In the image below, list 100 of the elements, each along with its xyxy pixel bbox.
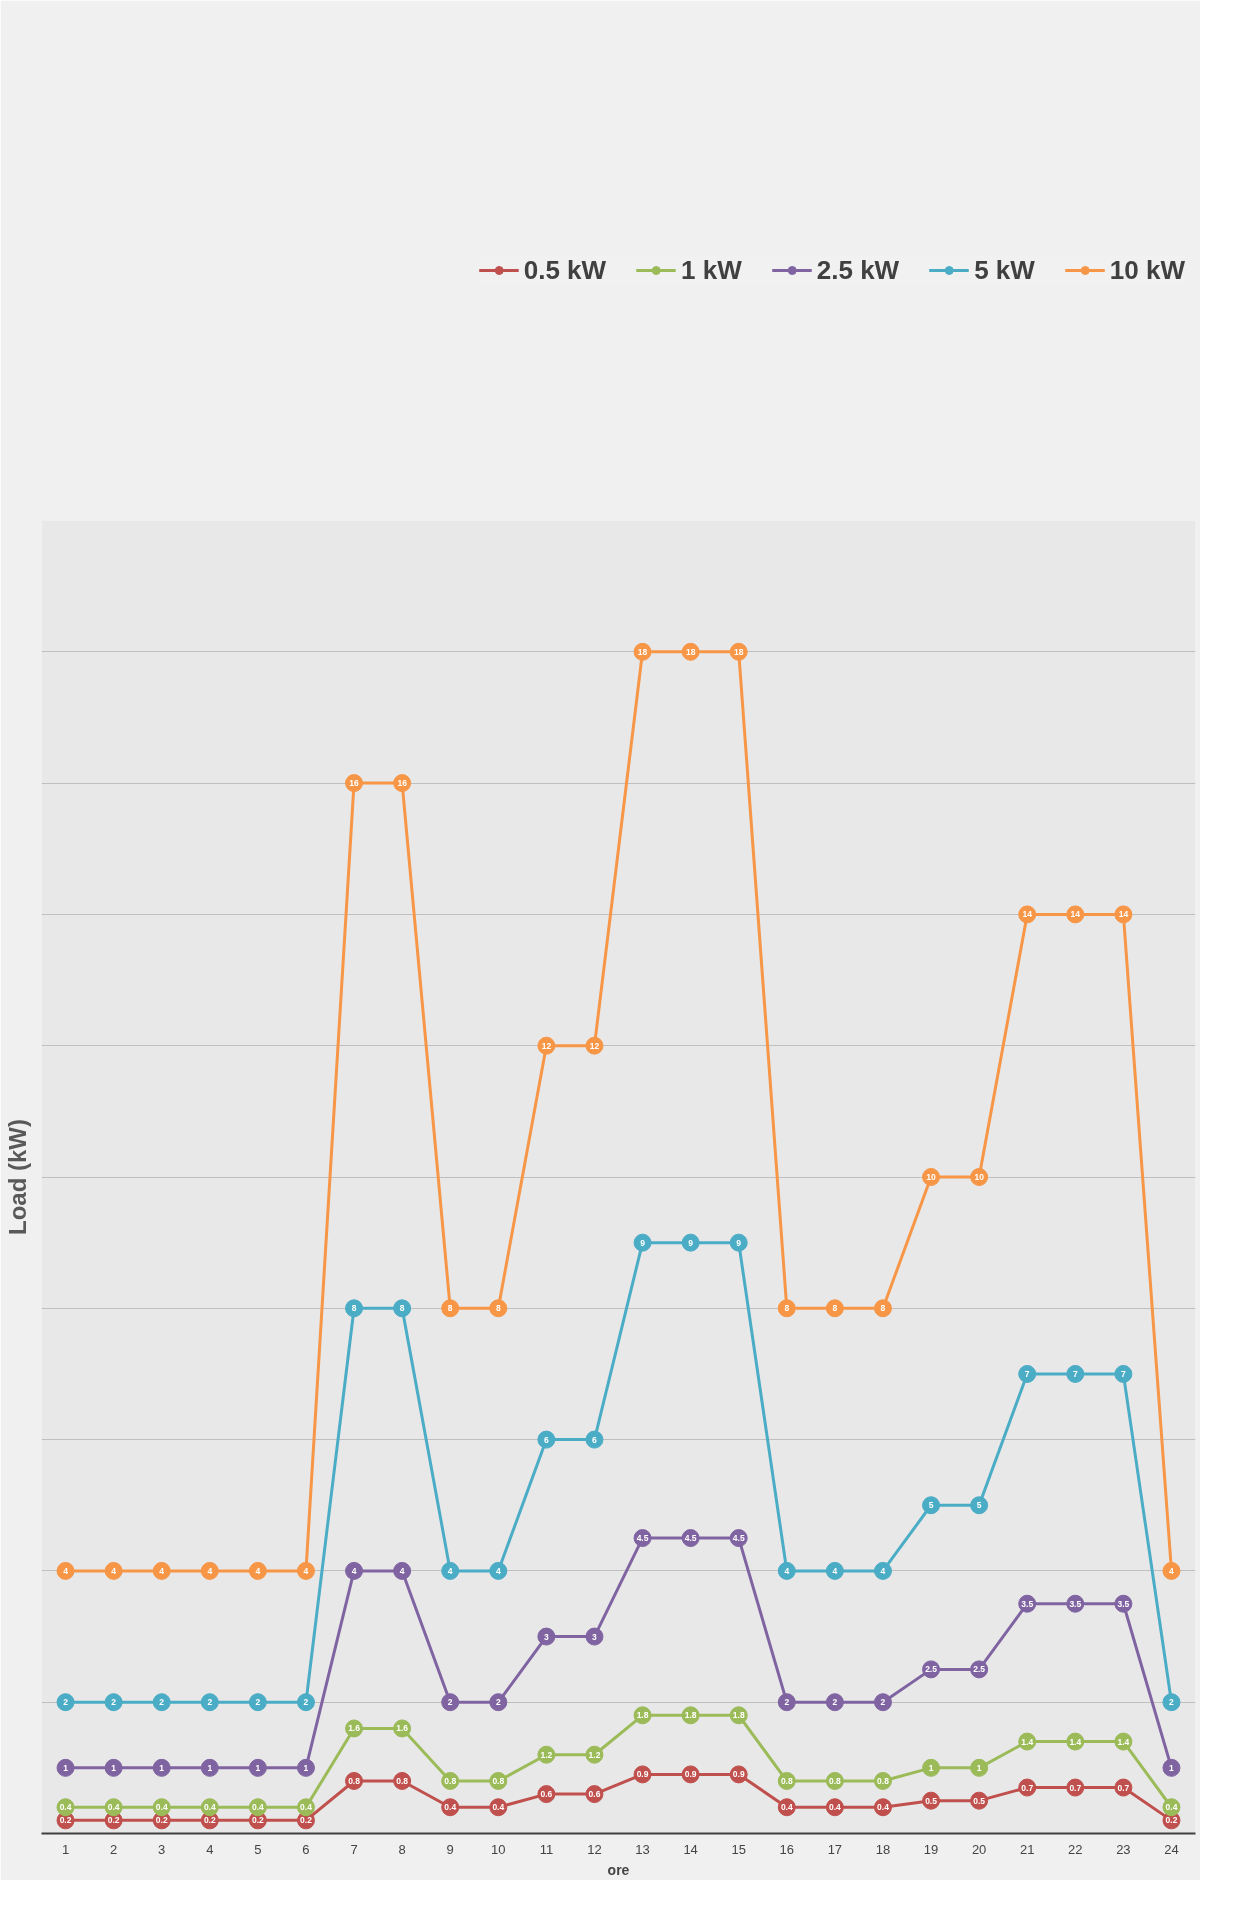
- data-label: 0.2: [107, 1815, 120, 1826]
- point: [104, 1758, 123, 1777]
- point: [56, 1758, 75, 1777]
- data-label: 9: [688, 1237, 694, 1248]
- data-label: 0.8: [396, 1775, 409, 1786]
- data-label: 8: [351, 1303, 357, 1314]
- point: [248, 1561, 267, 1580]
- data-label: 4: [399, 1565, 405, 1576]
- data-label: 1.6: [348, 1723, 361, 1734]
- x-tick-label: 2: [110, 1841, 118, 1857]
- data-label: 0.8: [828, 1775, 842, 1786]
- data-label: 18: [685, 646, 696, 657]
- data-label: 5: [928, 1500, 934, 1511]
- x-tick-label: 18: [875, 1841, 891, 1857]
- data-label: 4: [207, 1565, 213, 1576]
- data-label: 0.9: [636, 1769, 649, 1780]
- data-label: 2: [255, 1697, 261, 1708]
- data-label: 0.4: [828, 1802, 842, 1813]
- x-tick-label: 24: [1164, 1841, 1179, 1857]
- data-label: 2.5: [973, 1664, 986, 1675]
- x-tick-label: 19: [923, 1841, 939, 1857]
- data-label: 8: [832, 1303, 838, 1314]
- point: [585, 1430, 604, 1449]
- data-label: 18: [637, 646, 648, 657]
- point: [825, 1561, 844, 1580]
- data-label: 2.5: [925, 1664, 938, 1675]
- data-label: 2: [447, 1697, 453, 1708]
- x-tick-label: 11: [539, 1841, 554, 1857]
- data-label: 2: [207, 1697, 213, 1708]
- data-label: 4: [1169, 1565, 1175, 1576]
- data-label: 0.2: [1165, 1815, 1178, 1826]
- data-label: 9: [736, 1237, 742, 1248]
- point: [489, 1693, 508, 1712]
- data-label: 3: [544, 1631, 550, 1642]
- legend-label: 10 kW: [1109, 254, 1185, 286]
- x-tick-label: 7: [350, 1841, 358, 1857]
- point: [1114, 1364, 1133, 1383]
- y-axis-title: Load (kW): [3, 1119, 31, 1235]
- data-label: 1.2: [540, 1749, 553, 1760]
- data-label: 3.5: [1021, 1598, 1034, 1609]
- data-label: 0.2: [203, 1815, 216, 1826]
- x-tick-label: 4: [206, 1841, 214, 1857]
- data-label: 4: [832, 1565, 838, 1576]
- point: [1162, 1758, 1181, 1777]
- data-label: 0.4: [300, 1802, 313, 1813]
- point: [489, 1299, 508, 1318]
- data-label: 4: [255, 1565, 261, 1576]
- data-label: 1: [255, 1762, 261, 1773]
- point: [873, 1693, 892, 1712]
- data-label: 4: [495, 1565, 501, 1576]
- data-label: 2: [1169, 1697, 1175, 1708]
- data-label: 16: [349, 778, 360, 789]
- data-label: 8: [447, 1303, 453, 1314]
- point: [777, 1299, 796, 1318]
- data-label: 0.4: [203, 1802, 216, 1813]
- data-label: 2: [495, 1697, 501, 1708]
- x-tick-label: 8: [398, 1841, 406, 1857]
- data-label: 4.5: [684, 1533, 697, 1544]
- data-label: 0.8: [348, 1775, 361, 1786]
- data-label: 7: [1072, 1368, 1078, 1379]
- data-label: 0.5: [973, 1795, 986, 1806]
- data-label: 3: [592, 1631, 598, 1642]
- data-label: 4: [159, 1565, 165, 1576]
- point: [441, 1693, 460, 1712]
- data-label: 0.2: [300, 1815, 313, 1826]
- x-tick-label: 16: [779, 1841, 795, 1857]
- data-label: 0.4: [1165, 1802, 1178, 1813]
- data-label: 0.6: [540, 1789, 553, 1800]
- point: [296, 1561, 315, 1580]
- x-tick-label: 21: [1019, 1841, 1035, 1857]
- x-tick-label: 12: [587, 1841, 602, 1857]
- point: [825, 1299, 844, 1318]
- point: [537, 1627, 556, 1646]
- data-label: 4: [880, 1565, 886, 1576]
- data-label: 1: [976, 1762, 982, 1773]
- data-label: 6: [544, 1434, 550, 1445]
- data-label: 2: [784, 1697, 790, 1708]
- data-label: 4: [303, 1565, 309, 1576]
- x-tick-label: 5: [254, 1841, 262, 1857]
- data-label: 0.7: [1117, 1782, 1130, 1793]
- data-label: 0.8: [877, 1775, 890, 1786]
- data-label: 4: [351, 1565, 357, 1576]
- point: [777, 1693, 796, 1712]
- data-label: 4.5: [636, 1533, 649, 1544]
- data-label: 1.8: [684, 1710, 697, 1721]
- x-tick-label: 23: [1116, 1841, 1131, 1857]
- x-tick-label: 3: [158, 1841, 166, 1857]
- data-label: 12: [589, 1040, 600, 1051]
- x-tick-label: 10: [491, 1841, 506, 1857]
- data-label: 14: [1022, 909, 1033, 920]
- data-label: 2: [880, 1697, 886, 1708]
- point: [152, 1693, 171, 1712]
- data-label: 2: [111, 1697, 117, 1708]
- data-label: 1: [928, 1762, 934, 1773]
- point: [489, 1561, 508, 1580]
- point: [345, 1299, 364, 1318]
- data-label: 4: [63, 1565, 69, 1576]
- x-tick-label: 13: [635, 1841, 650, 1857]
- point: [1018, 1364, 1037, 1383]
- data-label: 1.6: [396, 1723, 409, 1734]
